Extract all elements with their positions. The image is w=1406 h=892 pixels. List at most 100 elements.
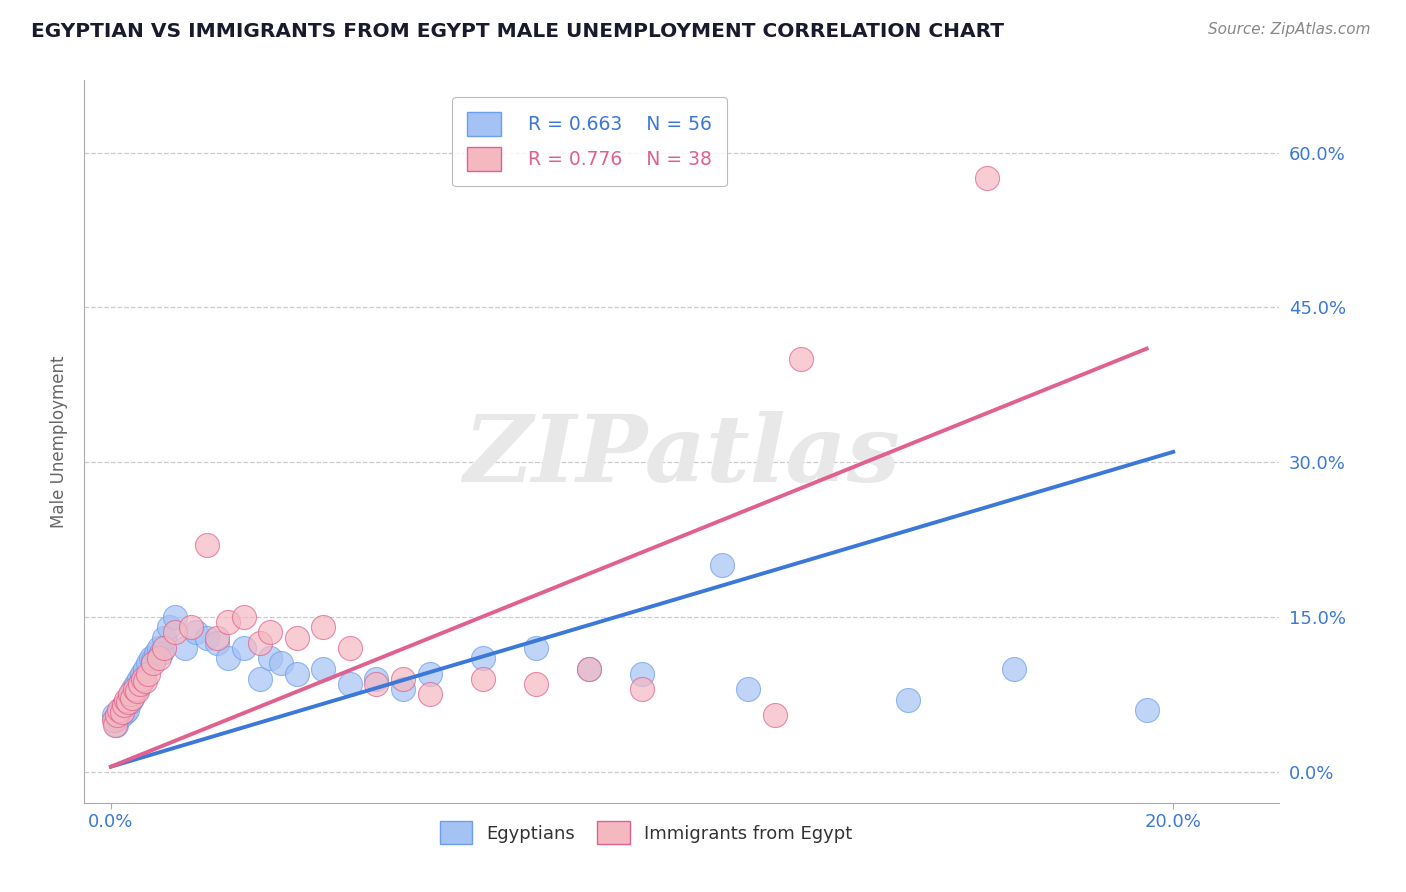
Point bbox=[180, 620, 202, 634]
Point bbox=[148, 651, 170, 665]
Point bbox=[128, 672, 150, 686]
Point bbox=[127, 682, 149, 697]
Point bbox=[112, 698, 135, 712]
Point bbox=[129, 677, 152, 691]
Point bbox=[419, 687, 441, 701]
Point bbox=[105, 718, 128, 732]
Point bbox=[120, 687, 142, 701]
Point bbox=[366, 672, 388, 686]
Point bbox=[710, 558, 733, 573]
Point bbox=[117, 692, 139, 706]
Point bbox=[249, 672, 271, 686]
Point bbox=[259, 651, 281, 665]
Point bbox=[134, 673, 156, 688]
Point bbox=[1002, 662, 1025, 676]
Point bbox=[976, 171, 998, 186]
Point bbox=[150, 646, 173, 660]
Point bbox=[163, 625, 186, 640]
Point bbox=[117, 695, 139, 709]
Point bbox=[737, 682, 759, 697]
Point bbox=[312, 620, 335, 634]
Point bbox=[249, 636, 271, 650]
Point bbox=[142, 657, 165, 671]
Point bbox=[524, 677, 547, 691]
Point bbox=[124, 682, 146, 697]
Point bbox=[312, 662, 335, 676]
Point bbox=[366, 677, 388, 691]
Point bbox=[631, 682, 654, 697]
Point bbox=[471, 651, 494, 665]
Point bbox=[232, 610, 254, 624]
Point bbox=[392, 682, 415, 697]
Point bbox=[232, 640, 254, 655]
Point bbox=[104, 718, 127, 732]
Text: EGYPTIAN VS IMMIGRANTS FROM EGYPT MALE UNEMPLOYMENT CORRELATION CHART: EGYPTIAN VS IMMIGRANTS FROM EGYPT MALE U… bbox=[31, 22, 1004, 41]
Point bbox=[134, 662, 156, 676]
Point bbox=[195, 631, 218, 645]
Point bbox=[184, 625, 207, 640]
Point bbox=[132, 672, 155, 686]
Point bbox=[195, 538, 218, 552]
Point bbox=[110, 708, 132, 723]
Point bbox=[148, 640, 170, 655]
Point bbox=[132, 672, 155, 686]
Point bbox=[105, 708, 128, 723]
Point bbox=[136, 666, 159, 681]
Point bbox=[217, 651, 239, 665]
Point bbox=[471, 672, 494, 686]
Point bbox=[136, 657, 159, 671]
Point bbox=[339, 677, 361, 691]
Point bbox=[339, 640, 361, 655]
Point bbox=[103, 713, 125, 727]
Point bbox=[153, 640, 176, 655]
Point bbox=[259, 625, 281, 640]
Point bbox=[114, 692, 136, 706]
Text: ZIPatlas: ZIPatlas bbox=[464, 411, 900, 501]
Point bbox=[763, 708, 786, 723]
Point bbox=[142, 653, 165, 667]
Point bbox=[285, 666, 308, 681]
Point bbox=[121, 690, 143, 705]
Point bbox=[131, 666, 153, 681]
Point bbox=[392, 672, 415, 686]
Y-axis label: Male Unemployment: Male Unemployment bbox=[49, 355, 67, 528]
Point bbox=[157, 620, 180, 634]
Text: Source: ZipAtlas.com: Source: ZipAtlas.com bbox=[1208, 22, 1371, 37]
Point bbox=[110, 703, 132, 717]
Point bbox=[217, 615, 239, 630]
Point bbox=[270, 657, 292, 671]
Point bbox=[124, 684, 146, 698]
Point bbox=[108, 705, 131, 719]
Point bbox=[524, 640, 547, 655]
Point bbox=[578, 662, 600, 676]
Point bbox=[127, 684, 149, 698]
Point bbox=[578, 662, 600, 676]
Point bbox=[110, 705, 132, 719]
Point bbox=[104, 713, 127, 727]
Point bbox=[1136, 703, 1159, 717]
Point bbox=[285, 631, 308, 645]
Point bbox=[153, 631, 176, 645]
Legend: Egyptians, Immigrants from Egypt: Egyptians, Immigrants from Egypt bbox=[426, 806, 866, 859]
Point bbox=[108, 703, 131, 717]
Point bbox=[129, 677, 152, 691]
Point bbox=[114, 705, 136, 719]
Point bbox=[174, 640, 197, 655]
Point bbox=[122, 682, 145, 697]
Point bbox=[790, 351, 813, 366]
Point bbox=[118, 695, 141, 709]
Point bbox=[105, 711, 128, 725]
Point bbox=[419, 666, 441, 681]
Point bbox=[897, 692, 920, 706]
Point bbox=[145, 646, 167, 660]
Point bbox=[118, 687, 141, 701]
Point bbox=[205, 631, 228, 645]
Point bbox=[631, 666, 654, 681]
Point bbox=[121, 690, 143, 705]
Point bbox=[139, 651, 162, 665]
Point bbox=[103, 708, 125, 723]
Point bbox=[205, 636, 228, 650]
Point bbox=[111, 701, 134, 715]
Point bbox=[125, 677, 148, 691]
Point bbox=[163, 610, 186, 624]
